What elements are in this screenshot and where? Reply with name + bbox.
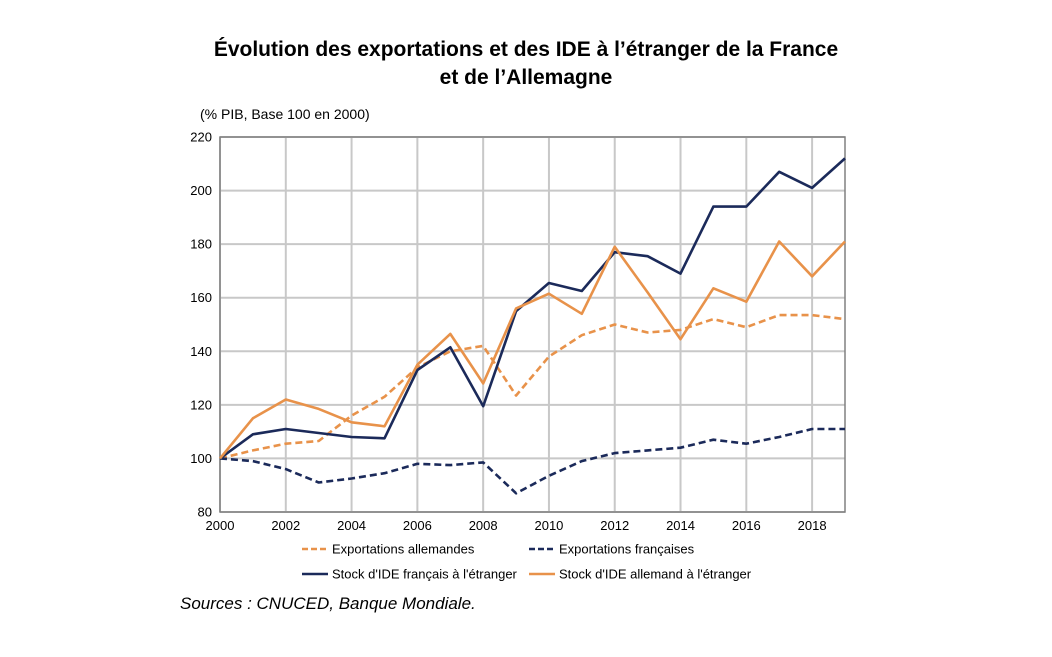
x-tick-label: 2006: [403, 518, 432, 533]
plot-frame: [219, 136, 846, 513]
y-tick-label: 160: [190, 290, 212, 305]
y-tick-label: 180: [190, 237, 212, 252]
legend: Exportations allemandes Exportations fran…: [302, 542, 752, 582]
x-tick-label: 2014: [666, 518, 695, 533]
x-tick-label: 2000: [206, 518, 235, 533]
legend-label-1: Exportations allemandes: [332, 542, 475, 557]
y-tick-label: 80: [198, 505, 212, 520]
x-tick-label: 2002: [271, 518, 300, 533]
y-tick-label: 220: [190, 130, 212, 145]
x-tick-label: 2004: [337, 518, 366, 533]
source-note: Sources : CNUCED, Banque Mondiale.: [180, 594, 476, 613]
legend-label-2: Exportations françaises: [559, 542, 695, 557]
unit-label: (% PIB, Base 100 en 2000): [200, 106, 370, 122]
legend-label-3: Stock d'IDE français à l'étranger: [332, 567, 518, 582]
series-line-4: [218, 240, 846, 460]
series-line-1: [219, 313, 846, 460]
series-line-3: [219, 157, 846, 460]
legend-label-4: Stock d'IDE allemand à l'étranger: [559, 567, 752, 582]
x-tick-label: 2010: [534, 518, 563, 533]
x-tick-label: 2018: [798, 518, 827, 533]
y-tick-label: 200: [190, 183, 212, 198]
series-line-2: [219, 427, 845, 495]
y-tick-label: 120: [190, 397, 212, 412]
chart-title-line-1: Évolution des exportations et des IDE à …: [213, 38, 839, 61]
x-tick-label: 2016: [732, 518, 761, 533]
chart-title: Évolution des exportations et des IDE à …: [0, 36, 1052, 92]
x-tick-label: 2008: [469, 518, 498, 533]
chart-title-line-2: et de l’Allemagne: [439, 66, 613, 89]
y-tick-label: 100: [190, 451, 212, 466]
series-lines: [218, 157, 846, 495]
axes: [219, 136, 846, 513]
y-tick-label: 140: [190, 344, 212, 359]
tick-labels: 80 100 120 140 160 180 200 220 2000 2002 2004 2006 2…: [190, 130, 826, 534]
x-tick-label: 2012: [600, 518, 629, 533]
